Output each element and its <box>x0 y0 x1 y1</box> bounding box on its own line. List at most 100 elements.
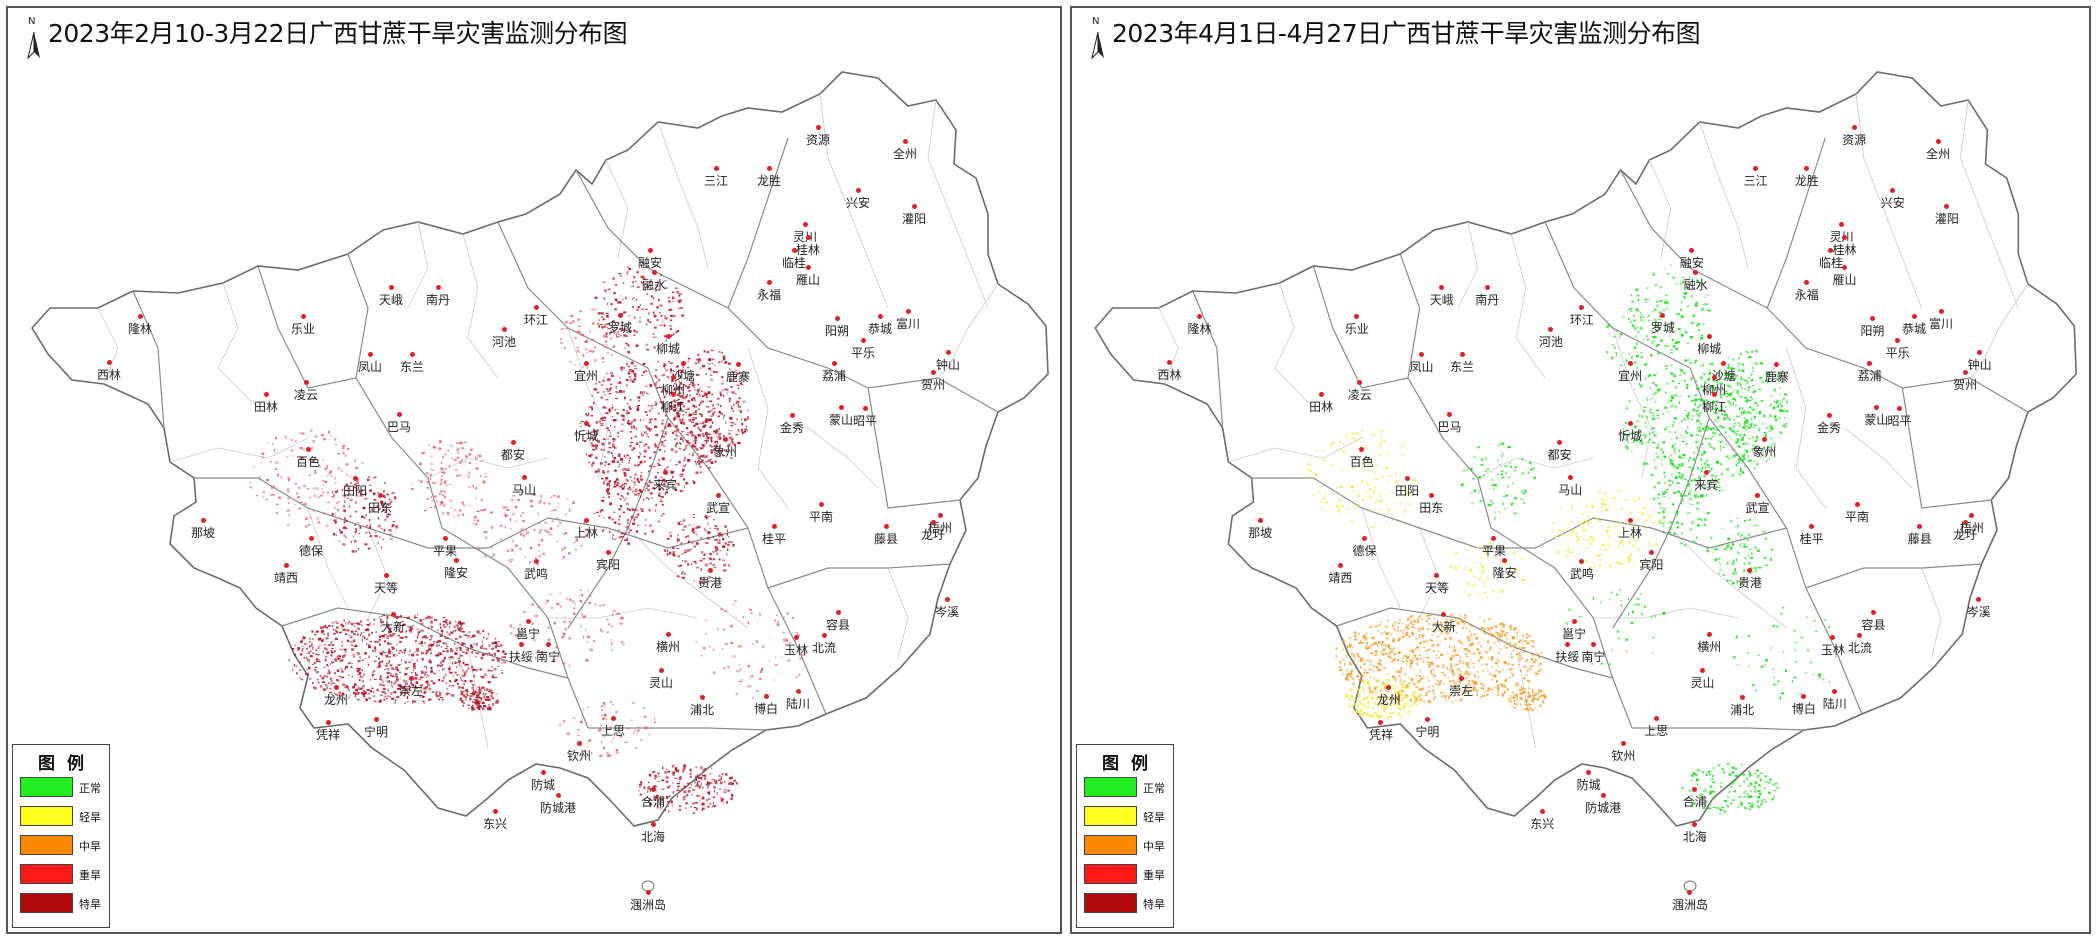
prefecture-boundary <box>767 563 951 589</box>
drought-pixel <box>473 515 477 519</box>
drought-pixel <box>1754 362 1756 365</box>
drought-pixel <box>401 687 404 689</box>
drought-pixel <box>433 642 435 645</box>
drought-pixel <box>670 370 672 373</box>
drought-pixel <box>1712 781 1716 784</box>
drought-pixel <box>1736 383 1738 386</box>
drought-pixel <box>625 412 629 415</box>
drought-pixel <box>1754 788 1756 790</box>
city-dot-icon <box>818 502 824 507</box>
drought-pixel <box>396 649 398 652</box>
drought-pixel <box>1735 453 1738 457</box>
drought-pixel <box>329 663 331 666</box>
drought-pixel <box>1700 518 1703 521</box>
drought-pixel <box>503 656 506 658</box>
drought-pixel <box>422 659 424 662</box>
city-dot-icon <box>518 642 524 647</box>
drought-pixel <box>406 690 409 692</box>
drought-pixel <box>736 384 739 386</box>
drought-pixel <box>1735 463 1738 467</box>
drought-pixel <box>589 454 592 457</box>
drought-pixel <box>640 280 643 283</box>
drought-pixel <box>677 533 679 536</box>
drought-pixel <box>413 651 416 653</box>
drought-pixel <box>430 652 433 655</box>
drought-pixel <box>559 593 561 594</box>
drought-pixel <box>1723 378 1727 381</box>
drought-pixel <box>1696 536 1698 539</box>
drought-pixel <box>368 531 371 534</box>
drought-pixel <box>664 389 667 392</box>
drought-pixel <box>704 529 707 531</box>
drought-pixel <box>744 429 748 432</box>
drought-pixel <box>741 422 744 426</box>
drought-pixel <box>732 543 735 547</box>
drought-pixel <box>636 330 638 334</box>
drought-pixel <box>580 425 582 427</box>
drought-pixel <box>1704 381 1707 384</box>
drought-pixel <box>635 344 639 347</box>
drought-pixel <box>475 523 478 526</box>
drought-pixel <box>692 404 695 408</box>
drought-pixel <box>430 635 433 637</box>
drought-pixel <box>530 505 534 508</box>
drought-pixel <box>442 512 445 515</box>
drought-pixel <box>690 430 693 433</box>
drought-pixel <box>537 543 541 547</box>
drought-pixel <box>627 542 631 545</box>
drought-pixel <box>288 659 291 661</box>
drought-pixel <box>694 417 697 419</box>
city-dot-icon <box>911 204 917 209</box>
drought-pixel <box>413 616 416 619</box>
drought-pixel <box>683 767 686 770</box>
drought-pixel <box>565 597 568 600</box>
drought-pixel <box>1717 439 1720 442</box>
drought-pixel <box>738 397 741 400</box>
drought-pixel <box>699 577 703 580</box>
county-name: 雁山 <box>795 273 821 287</box>
drought-pixel <box>441 632 443 634</box>
drought-pixel <box>450 506 452 509</box>
drought-pixel <box>683 785 686 789</box>
drought-pixel <box>670 800 673 804</box>
drought-pixel <box>353 622 357 624</box>
drought-pixel <box>637 495 640 497</box>
drought-pixel <box>631 509 634 511</box>
drought-pixel <box>650 405 653 407</box>
drought-pixel <box>1671 503 1674 506</box>
drought-pixel <box>485 693 487 696</box>
drought-pixel <box>670 314 673 317</box>
drought-pixel <box>586 414 589 417</box>
drought-pixel <box>462 504 466 507</box>
drought-pixel <box>637 405 640 407</box>
drought-pixel <box>709 444 712 447</box>
drought-pixel <box>406 696 409 699</box>
drought-pixel <box>610 330 612 333</box>
drought-pixel <box>639 490 643 493</box>
drought-pixel <box>325 525 329 527</box>
drought-pixel <box>1715 474 1717 478</box>
drought-pixel <box>386 664 388 667</box>
drought-pixel <box>1668 327 1670 329</box>
drought-pixel <box>483 531 486 533</box>
drought-pixel <box>549 533 553 536</box>
drought-pixel <box>607 754 610 757</box>
drought-pixel <box>1505 642 1508 645</box>
drought-pixel <box>1664 345 1667 347</box>
drought-pixel <box>343 494 346 498</box>
drought-pixel <box>613 327 616 329</box>
drought-pixel <box>717 432 719 435</box>
drought-pixel <box>330 435 332 437</box>
drought-pixel <box>478 633 482 635</box>
drought-pixel <box>701 365 705 368</box>
drought-pixel <box>1769 558 1772 561</box>
drought-pixel <box>1716 399 1719 402</box>
drought-pixel <box>1745 411 1749 414</box>
drought-pixel <box>590 436 592 440</box>
drought-pixel <box>376 688 379 692</box>
drought-pixel <box>693 560 697 563</box>
drought-pixel <box>1707 294 1709 296</box>
drought-pixel <box>682 519 686 522</box>
drought-pixel <box>452 515 455 517</box>
county-boundary <box>462 233 499 379</box>
